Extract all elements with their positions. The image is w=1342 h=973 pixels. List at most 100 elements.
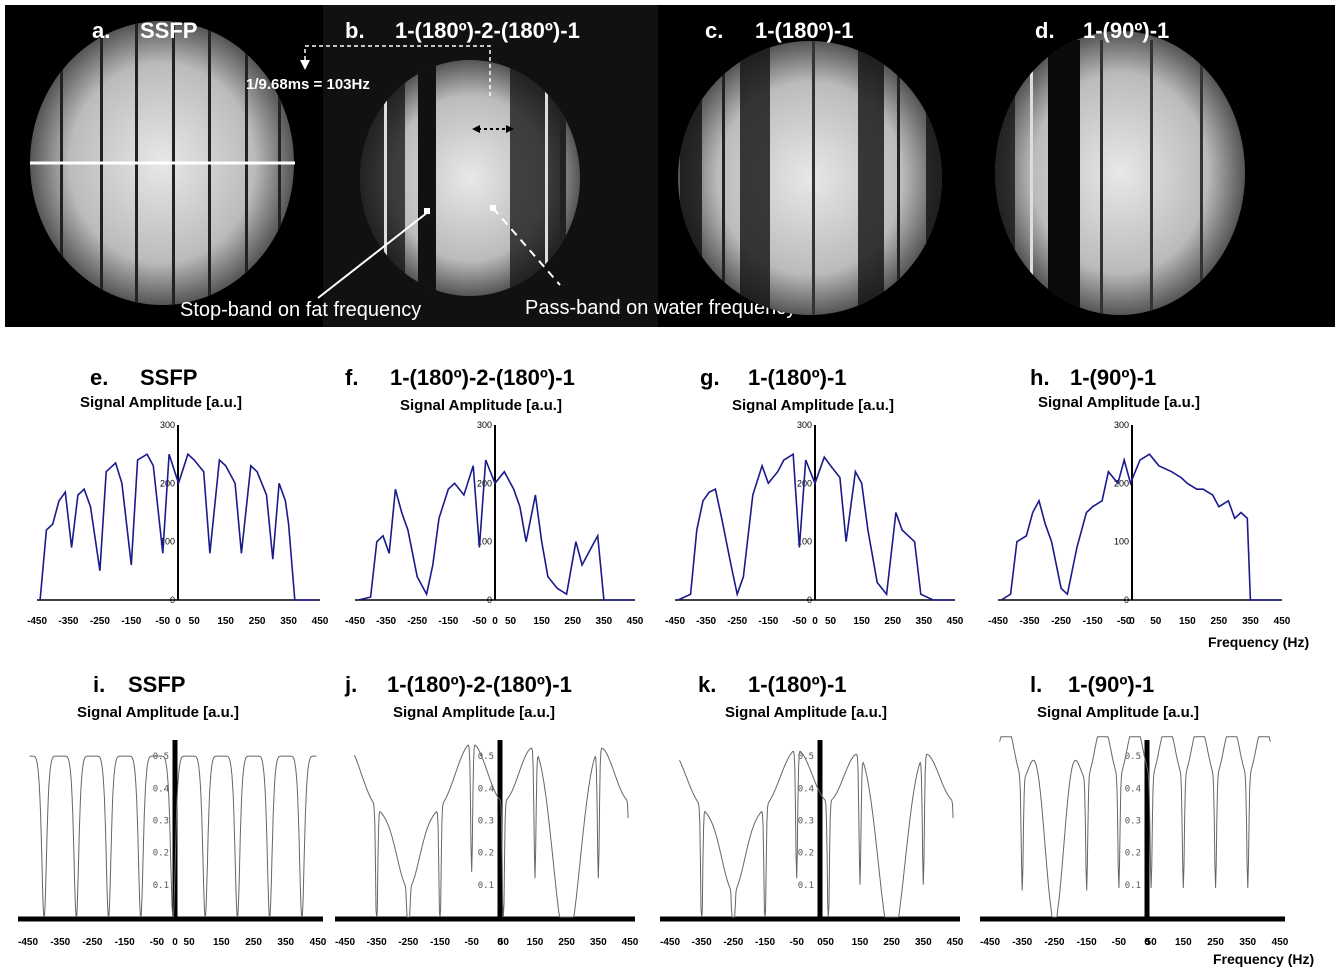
series-line (357, 459, 632, 601)
y-tick-label: 0.5 (153, 752, 169, 762)
x-tick-label: 450 (947, 616, 964, 627)
series-line (677, 452, 952, 601)
x-tick-label: 150 (1179, 616, 1196, 627)
y-tick-label: 200 (1114, 478, 1129, 488)
y-tick-label: 0.4 (798, 784, 814, 794)
x-tick-label: 250 (883, 937, 900, 948)
x-tick-label: 450 (627, 616, 644, 627)
x-tick-label: 450 (1272, 937, 1289, 948)
x-tick-label: 50 (189, 616, 201, 627)
pass-band-marker (490, 205, 496, 211)
series-line (354, 744, 629, 918)
y-tick-label: 0.4 (478, 784, 494, 794)
x-tick-label: -350 (376, 616, 396, 627)
y-tick-label: 0.2 (1125, 849, 1141, 859)
x-tick-label: -250 (723, 937, 743, 948)
x-tick-label: -150 (1077, 937, 1097, 948)
x-tick-label: 0 (1144, 937, 1150, 948)
x-tick-label: -50 (789, 937, 804, 948)
stop-band-pointer (317, 211, 429, 299)
y-tick-label: 0 (170, 595, 175, 605)
phantom-disk (678, 41, 942, 315)
x-tick-label: -150 (1083, 616, 1103, 627)
y-tick-label: 0.1 (798, 881, 814, 891)
pass-band-label: Pass-band on water frequency (525, 297, 796, 319)
chart-title: 1-(180º)-1 (748, 672, 847, 697)
simulated-chart-3: 0.1 0.2 0.3 0.4 0.5 -450 -350 -250 -150 -50 050 150… (980, 736, 1289, 948)
x-tick-label: -450 (27, 616, 47, 627)
panel-label: c. (705, 18, 723, 43)
x-tick-label: -50 (472, 616, 487, 627)
x-tick-label: 250 (1207, 937, 1224, 948)
mri-panel-d: d. 1-(90º)-1 (995, 18, 1245, 315)
y-tick-label: 300 (797, 420, 812, 430)
chart-label: i. (93, 672, 105, 697)
x-tick-label: -150 (121, 616, 141, 627)
x-tick-label: -250 (407, 616, 427, 627)
x-tick-label: -450 (345, 616, 365, 627)
y-axis-label: Signal Amplitude [a.u.] (1038, 394, 1200, 411)
panel-title: 1-(180º)-2-(180º)-1 (395, 18, 580, 43)
x-tick-label: -50 (464, 937, 479, 948)
chart-label: g. (700, 365, 720, 390)
x-tick-label: -450 (660, 937, 680, 948)
y-tick-label: 0.5 (1125, 752, 1141, 762)
chart-title: 1-(180º)-2-(180º)-1 (390, 365, 575, 390)
x-tick-label: 250 (884, 616, 901, 627)
x-tick-label: -350 (696, 616, 716, 627)
series-line (679, 750, 954, 918)
x-tick-label: 450 (310, 937, 327, 948)
x-tick-label: -450 (18, 937, 38, 948)
x-tick-label: 0 (172, 937, 178, 948)
x-tick-label: 350 (916, 616, 933, 627)
simulated-chart-2: 0.1 0.2 0.3 0.4 0.5 -450 -350 -250 -150 -50 0 50 150… (660, 740, 964, 948)
y-tick-label: 300 (477, 420, 492, 430)
x-tick-label: 350 (596, 616, 613, 627)
simulated-headers: i. SSFP Signal Amplitude [a.u.] j. 1-(18… (77, 672, 1314, 967)
y-tick-label: 0.4 (153, 784, 169, 794)
x-tick-label: 350 (915, 937, 932, 948)
panel-label: d. (1035, 18, 1055, 43)
chart-label: h. (1030, 365, 1050, 390)
x-tick-label: -250 (727, 616, 747, 627)
x-tick-label: -450 (665, 616, 685, 627)
x-tick-label: 350 (277, 937, 294, 948)
y-tick-label: 0.1 (153, 881, 169, 891)
x-tick-label: 150 (1175, 937, 1192, 948)
x-tick-label: -250 (82, 937, 102, 948)
series-line (29, 755, 317, 918)
x-tick-label: 0 (492, 616, 498, 627)
x-axis-label: Frequency (Hz) (1213, 951, 1314, 967)
x-tick-label: 0 (1129, 616, 1135, 627)
panel-title: 1-(180º)-1 (755, 18, 854, 43)
x-tick-label: 450 (947, 937, 964, 948)
panel-title: 1-(90º)-1 (1083, 18, 1169, 43)
chart-title: 1-(180º)-1 (748, 365, 847, 390)
x-axis-label: Frequency (Hz) (1208, 634, 1309, 650)
panel-label: a. (92, 18, 110, 43)
x-tick-label: -150 (438, 616, 458, 627)
y-tick-label: 0.3 (798, 816, 814, 826)
x-tick-label: -350 (1012, 937, 1032, 948)
y-tick-label: 0 (487, 595, 492, 605)
panel-title: SSFP (140, 18, 197, 43)
x-tick-label: -50 (150, 937, 165, 948)
y-tick-label: 0.1 (1125, 881, 1141, 891)
simulated-chart-0: 0.1 0.2 0.3 0.4 0.5 -450 -350 -250 -150 -50 0 50 150… (18, 740, 327, 948)
x-tick-label: 0 (175, 616, 181, 627)
series-line (39, 452, 317, 601)
x-tick-label: 450 (622, 937, 639, 948)
y-tick-label: 0.2 (478, 849, 494, 859)
stop-band-label: Stop-band on fat frequency (180, 299, 421, 321)
series-line (999, 736, 1271, 918)
y-tick-label: 0.5 (478, 752, 494, 762)
y-tick-label: 0.3 (478, 816, 494, 826)
x-tick-label: 50 (184, 937, 196, 948)
stop-band-marker (424, 208, 430, 214)
x-tick-label: 0 (812, 616, 818, 627)
x-tick-label: 350 (1242, 616, 1259, 627)
x-tick-label: 0 (497, 937, 503, 948)
y-tick-label: 0.3 (1125, 816, 1141, 826)
